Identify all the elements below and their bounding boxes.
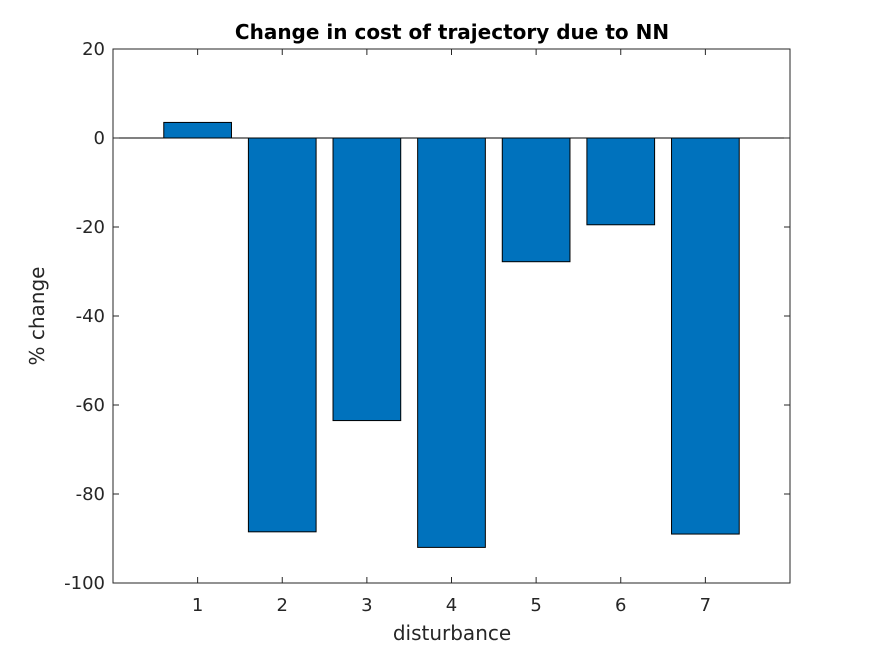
- x-tick-label: 1: [192, 595, 203, 616]
- x-axis-ticks: 1 2 3 4 5 6 7: [192, 49, 711, 616]
- bar-2: [247, 137, 317, 533]
- y-tick-label: -100: [64, 573, 105, 594]
- x-tick-label: 3: [361, 595, 372, 616]
- bar-5: [501, 137, 571, 263]
- x-tick-label: 4: [446, 595, 457, 616]
- x-tick-label: 7: [700, 595, 711, 616]
- bar-6: [586, 137, 656, 226]
- y-tick-label: -80: [76, 484, 105, 505]
- y-axis-ticks: 20 0 -20 -40 -60 -80 -100: [64, 39, 790, 594]
- y-tick-label: 0: [94, 128, 105, 149]
- y-axis-label: % change: [25, 267, 49, 366]
- bar-7: [671, 137, 740, 535]
- x-tick-label: 6: [615, 595, 626, 616]
- bar-4: [417, 137, 486, 548]
- y-tick-label: -20: [76, 217, 105, 238]
- x-tick-label: 5: [530, 595, 541, 616]
- y-tick-label: -40: [76, 306, 105, 327]
- chart-title: Change in cost of trajectory due to NN: [235, 20, 669, 44]
- y-tick-label: -60: [76, 395, 105, 416]
- bar-1: [163, 121, 232, 139]
- x-tick-label: 2: [277, 595, 288, 616]
- x-axis-label: disturbance: [393, 621, 511, 645]
- plot-area: 20 0 -20 -40 -60 -80 -100 1 2 3 4 5 6 7: [64, 39, 791, 616]
- bar-3: [332, 137, 402, 422]
- y-tick-label: 20: [82, 39, 105, 60]
